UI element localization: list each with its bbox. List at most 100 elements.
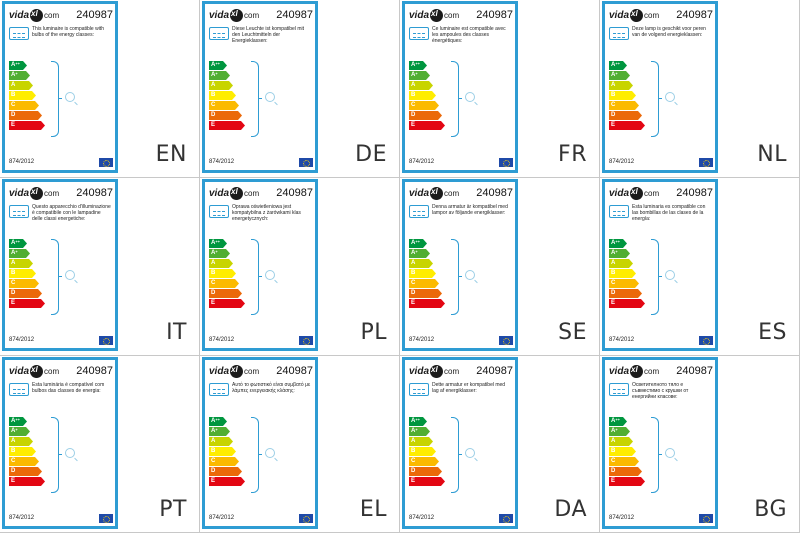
energy-class-letter: C (11, 102, 16, 108)
energy-class-bar: A+ (9, 249, 30, 258)
energy-class-bar: A (609, 81, 633, 90)
energy-class-bar: E (209, 477, 245, 486)
energy-class-bar: C (209, 101, 239, 110)
energy-class-bar: A++ (9, 61, 27, 70)
energy-class-bar: E (9, 121, 45, 130)
energy-class-bar: B (209, 269, 236, 278)
energy-class-letter: A (211, 428, 216, 434)
language-code: EN (155, 142, 187, 167)
energy-class-letter: E (411, 300, 416, 306)
label-header: vida com 240987 (609, 363, 713, 379)
logo-text-left: vida (209, 187, 230, 199)
logo-text-right: com (644, 10, 660, 20)
energy-class-bar: A (209, 81, 233, 90)
product-number: 240987 (676, 187, 713, 199)
energy-class-letter: A (11, 82, 16, 88)
energy-class-bar: E (609, 477, 645, 486)
label-header: vida com 240987 (409, 185, 513, 201)
language-code: BG (754, 497, 787, 522)
energy-class-letter: A (611, 240, 616, 246)
energy-class-plus: + (615, 427, 618, 432)
energy-class-bar: A (609, 259, 633, 268)
energy-class-letter: E (11, 300, 16, 306)
energy-class-letter: A (411, 260, 416, 266)
energy-class-bar: A++ (209, 417, 227, 426)
energy-class-bar: D (409, 467, 442, 476)
bracket-icon (451, 239, 462, 315)
compatibility-info: Deze lamp is geschikt voor peren van de … (609, 26, 713, 54)
energy-class-bar: D (409, 289, 442, 298)
energy-class-plus: ++ (215, 239, 221, 244)
energy-class-bar: C (9, 457, 39, 466)
energy-class-letter: A (611, 62, 616, 68)
energy-class-letter: E (211, 300, 216, 306)
energy-label-card: vida com 240987 Deze lamp is geschikt vo… (602, 1, 718, 173)
energy-label-card: vida com 240987 Esta luminária é compatí… (2, 357, 118, 529)
energy-class-bar: C (609, 279, 639, 288)
compatibility-info: Dette armatur er kompatibel med lag af e… (409, 382, 513, 410)
bulb-icon (665, 92, 675, 102)
energy-label-card: vida com 240987 Oprawa oświetleniowa jes… (202, 179, 318, 351)
energy-class-plus: + (415, 249, 418, 254)
logo-text-right: com (644, 188, 660, 198)
language-code: SE (558, 320, 587, 345)
label-footer: 874/2012 (9, 157, 113, 167)
energy-class-scale: A++ A+ A B C D E (609, 239, 669, 309)
energy-class-bar: A+ (409, 71, 430, 80)
energy-class-bar: E (209, 299, 245, 308)
language-code: DA (554, 497, 587, 522)
energy-class-bar: A++ (409, 417, 427, 426)
bracket-icon (451, 417, 462, 493)
label-cell-el: vida com 240987 Αυτό το φωτιστικό είναι … (200, 356, 400, 533)
logo-xl-mark (230, 8, 244, 22)
energy-class-letter: B (11, 270, 16, 276)
label-footer: 874/2012 (609, 157, 713, 167)
eu-flag-icon (499, 157, 513, 167)
bracket-icon (251, 417, 262, 493)
energy-class-bar: E (609, 121, 645, 130)
vidaxl-logo: vida com (609, 186, 659, 200)
energy-class-plus: ++ (215, 417, 221, 422)
energy-class-bar: A (9, 437, 33, 446)
vidaxl-logo: vida com (209, 364, 259, 378)
energy-class-letter: C (411, 102, 416, 108)
logo-xl-mark (430, 186, 444, 200)
energy-class-bar: D (9, 289, 42, 298)
compatibility-info: Ce luminaire est compatible avec les amp… (409, 26, 513, 54)
compatibility-text: Questo apparecchio d'illuminazione è com… (32, 204, 111, 222)
energy-class-letter: A (611, 72, 616, 78)
vidaxl-logo: vida com (609, 8, 659, 22)
energy-class-bar: A+ (209, 427, 230, 436)
energy-class-bar: B (209, 91, 236, 100)
energy-class-plus: + (415, 427, 418, 432)
regulation-number: 874/2012 (609, 159, 635, 165)
label-footer: 874/2012 (409, 335, 513, 345)
energy-label-card: vida com 240987 Diese Leuchte ist kompat… (202, 1, 318, 173)
energy-class-bar: A++ (209, 239, 227, 248)
energy-class-bar: D (209, 467, 242, 476)
energy-class-bar: B (609, 447, 636, 456)
product-number: 240987 (476, 187, 513, 199)
energy-label-card: vida com 240987 Осветителното тяло е съв… (602, 357, 718, 529)
energy-class-bar: A+ (609, 249, 630, 258)
energy-class-bar: C (409, 101, 439, 110)
logo-text-left: vida (609, 365, 630, 377)
energy-class-letter: B (411, 448, 416, 454)
energy-class-bar: A+ (409, 249, 430, 258)
logo-text-right: com (44, 366, 60, 376)
energy-class-letter: E (11, 478, 16, 484)
logo-text-right: com (44, 188, 60, 198)
energy-class-letter: A (211, 62, 216, 68)
energy-class-bar: A (409, 81, 433, 90)
compatibility-info: Esta luminária é compatível com bulbos d… (9, 382, 113, 410)
energy-class-bar: A++ (609, 417, 627, 426)
luminaire-icon (9, 383, 29, 396)
energy-label-card: vida com 240987 Dette armatur er kompati… (402, 357, 518, 529)
energy-class-letter: C (611, 280, 616, 286)
energy-class-plus: ++ (615, 239, 621, 244)
logo-text-left: vida (409, 365, 430, 377)
energy-class-letter: A (611, 82, 616, 88)
logo-text-left: vida (9, 365, 30, 377)
regulation-number: 874/2012 (609, 515, 635, 521)
product-number: 240987 (276, 9, 313, 21)
